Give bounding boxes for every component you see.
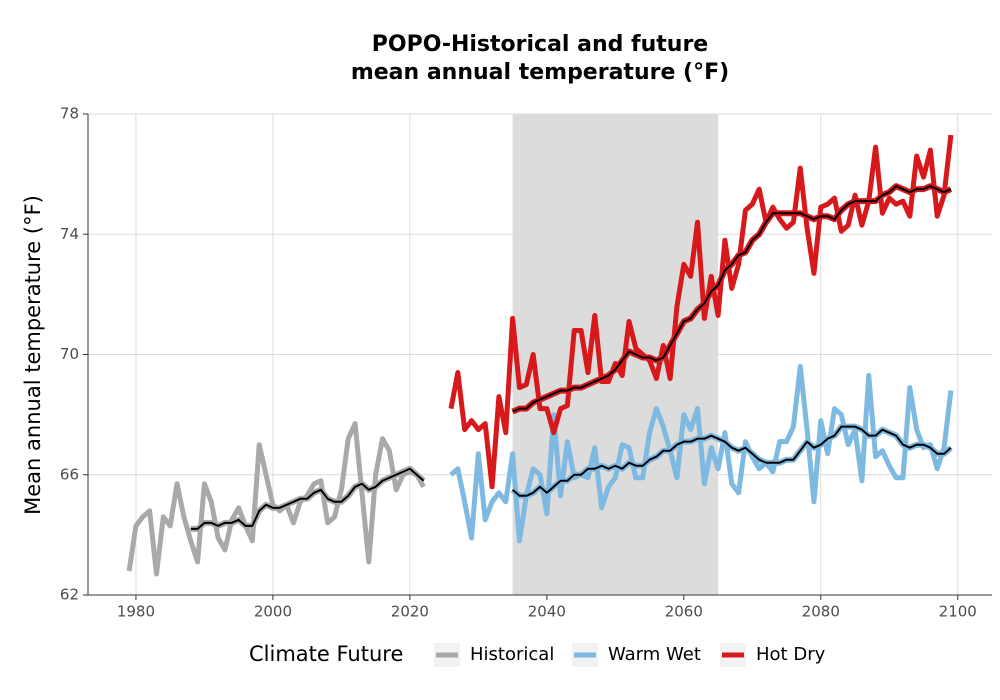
x-tick-label: 2100: [939, 603, 977, 621]
series-line: [126, 421, 426, 577]
x-tick-label: 2020: [391, 603, 429, 621]
x-tick-label: 2060: [665, 603, 703, 621]
legend-label: Hot Dry: [756, 644, 826, 665]
y-tick-label: 70: [60, 345, 79, 363]
smooth-line: [512, 185, 952, 413]
series-line: [448, 134, 954, 490]
y-tick-label: 74: [60, 225, 79, 243]
y-tick-label: 62: [60, 586, 79, 604]
x-tick-label: 2000: [254, 603, 292, 621]
legend-title: Climate Future: [249, 642, 403, 666]
legend-label: Historical: [470, 644, 554, 665]
smooth-line: [511, 425, 952, 497]
x-tick-label: 2080: [802, 603, 840, 621]
chart-title: POPO-Historical and future: [372, 32, 708, 57]
legend-label: Warm Wet: [608, 644, 701, 665]
y-tick-label: 78: [60, 105, 79, 123]
smooth-line: [190, 467, 425, 530]
shaded-range: [512, 114, 719, 595]
y-tick-label: 66: [60, 465, 79, 483]
y-axis-label: Mean annual temperature (°F): [21, 195, 45, 515]
chart-title: mean annual temperature (°F): [351, 60, 729, 85]
x-tick-label: 2040: [528, 603, 566, 621]
series-line: [449, 364, 954, 544]
x-tick-label: 1980: [117, 603, 155, 621]
